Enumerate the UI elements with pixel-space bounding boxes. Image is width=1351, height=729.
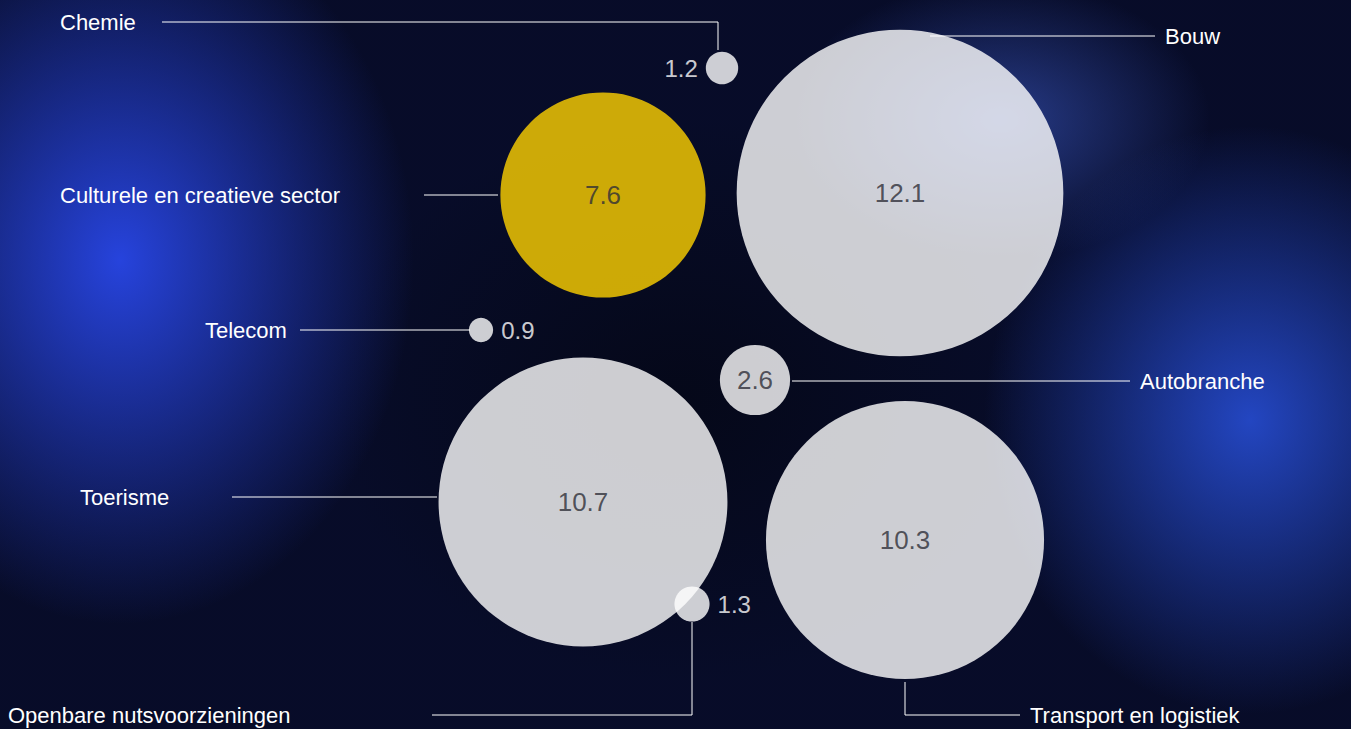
svg-text:1.2: 1.2	[664, 55, 697, 82]
svg-text:2.6: 2.6	[737, 365, 773, 395]
svg-text:Chemie: Chemie	[60, 10, 136, 35]
svg-text:12.1: 12.1	[875, 178, 926, 208]
svg-text:Autobranche: Autobranche	[1140, 369, 1265, 394]
svg-text:Bouw: Bouw	[1165, 24, 1220, 49]
svg-text:Telecom: Telecom	[205, 318, 287, 343]
svg-text:10.3: 10.3	[880, 525, 931, 555]
svg-text:Culturele en creatieve sector: Culturele en creatieve sector	[60, 183, 340, 208]
svg-text:10.7: 10.7	[558, 487, 609, 517]
svg-text:Transport en logistiek: Transport en logistiek	[1030, 703, 1241, 728]
svg-text:Openbare nutsvoorzieningen: Openbare nutsvoorzieningen	[8, 703, 291, 728]
svg-text:1.3: 1.3	[718, 591, 751, 618]
svg-text:0.9: 0.9	[501, 317, 534, 344]
svg-text:7.6: 7.6	[585, 180, 621, 210]
svg-text:Toerisme: Toerisme	[80, 485, 169, 510]
